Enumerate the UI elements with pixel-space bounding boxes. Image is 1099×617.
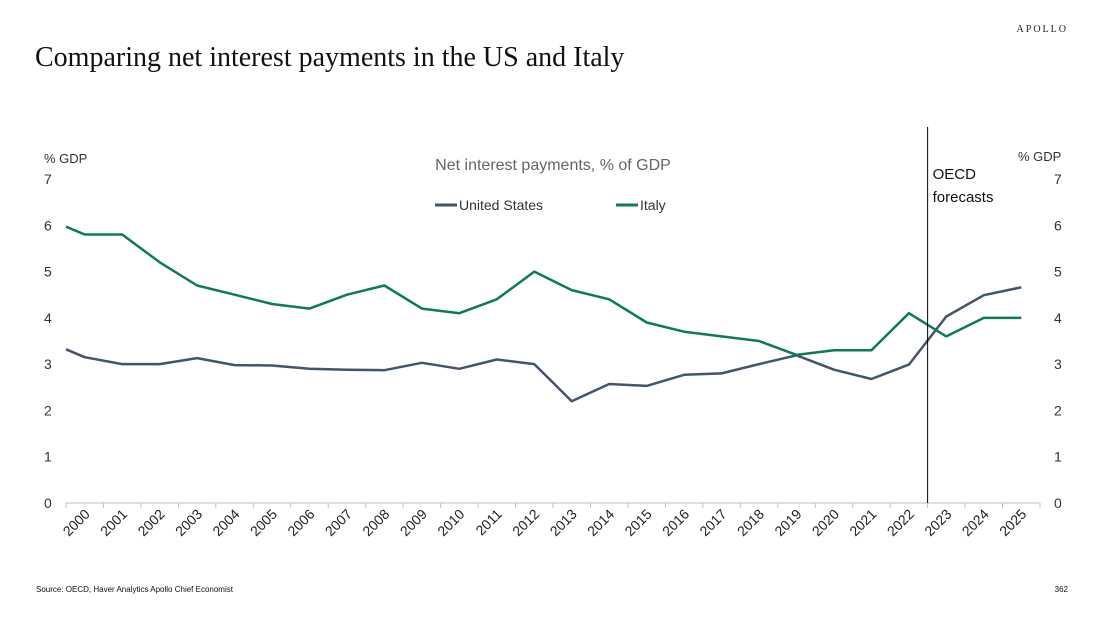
- y-tick-label-left: 6: [44, 217, 52, 233]
- series-line: [65, 286, 1022, 403]
- legend: United States Italy: [435, 197, 666, 213]
- x-tick-label: 2010: [434, 506, 467, 539]
- x-tick-label: 2012: [509, 506, 542, 539]
- y-axis-unit-left: % GDP: [44, 151, 87, 166]
- x-tick-label: 2020: [809, 506, 842, 539]
- axes-layer: 0 0 1 1 2 2 3 3 4 4 5 5 6 6 7 7 2000 2001 2002 2003 2004 2005…: [44, 171, 1062, 539]
- x-tick-label: 2021: [846, 506, 879, 539]
- y-tick-label-left: 3: [44, 356, 52, 372]
- y-tick-label-right: 3: [1054, 356, 1062, 372]
- x-tick-label: 2008: [359, 506, 392, 539]
- y-tick-label-left: 5: [44, 264, 52, 280]
- x-tick-label: 2009: [397, 506, 430, 539]
- y-tick-label-right: 6: [1054, 217, 1062, 233]
- x-tick-label: 2000: [60, 506, 93, 539]
- brand-logo: APOLLO: [1016, 24, 1068, 35]
- source-note: Source: OECD, Haver Analytics Apollo Chi…: [36, 585, 233, 594]
- y-tick-label-right: 1: [1054, 449, 1062, 465]
- x-tick-label: 2002: [134, 506, 167, 539]
- y-tick-label-right: 7: [1054, 171, 1062, 187]
- forecast-label-line2: forecasts: [933, 189, 994, 206]
- page-number: 362: [1054, 585, 1068, 594]
- chart-subtitle: Net interest payments, % of GDP: [435, 157, 671, 174]
- x-tick-label: 2005: [247, 506, 280, 539]
- x-tick-label: 2018: [734, 506, 767, 539]
- x-tick-label: 2025: [996, 506, 1029, 539]
- x-tick-label: 2003: [172, 506, 205, 539]
- y-tick-label-right: 2: [1054, 402, 1062, 418]
- x-tick-label: 2017: [696, 506, 729, 539]
- series-layer: [65, 225, 1022, 403]
- x-tick-label: 2004: [209, 506, 242, 539]
- forecast-annotation: OECD forecasts: [927, 127, 994, 503]
- x-tick-label: 2013: [547, 506, 580, 539]
- legend-label: United States: [459, 197, 543, 213]
- y-tick-label-right: 5: [1054, 264, 1062, 280]
- x-tick-label: 2023: [921, 506, 954, 539]
- y-tick-label-left: 4: [44, 310, 52, 326]
- x-tick-label: 2019: [771, 506, 804, 539]
- x-tick-label: 2024: [959, 506, 992, 539]
- x-tick-label: 2001: [97, 506, 130, 539]
- y-tick-label-left: 1: [44, 449, 52, 465]
- page-title: Comparing net interest payments in the U…: [35, 42, 625, 73]
- y-tick-label-right: 4: [1054, 310, 1062, 326]
- y-tick-label-left: 7: [44, 171, 52, 187]
- x-tick-label: 2016: [659, 506, 692, 539]
- forecast-label-line1: OECD: [933, 166, 977, 183]
- x-tick-label: 2011: [472, 506, 505, 539]
- y-tick-label-left: 0: [44, 495, 52, 511]
- legend-label: Italy: [640, 197, 666, 213]
- x-tick-label: 2014: [584, 506, 617, 539]
- x-tick-label: 2006: [284, 506, 317, 539]
- x-tick-label: 2015: [621, 506, 654, 539]
- series-line: [65, 225, 1022, 357]
- x-tick-label: 2007: [322, 506, 355, 539]
- x-tick-label: 2022: [884, 506, 917, 539]
- y-axis-unit-right: % GDP: [1018, 149, 1061, 164]
- y-tick-label-right: 0: [1054, 495, 1062, 511]
- y-tick-label-left: 2: [44, 402, 52, 418]
